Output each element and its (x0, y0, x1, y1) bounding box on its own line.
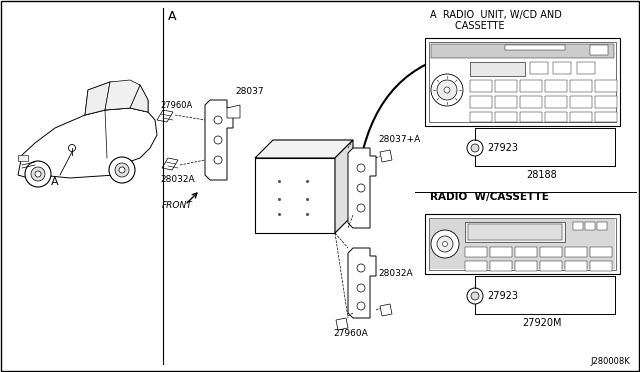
FancyBboxPatch shape (425, 214, 620, 274)
FancyBboxPatch shape (505, 45, 565, 50)
Circle shape (35, 171, 41, 177)
FancyBboxPatch shape (470, 80, 492, 92)
FancyBboxPatch shape (468, 224, 562, 240)
FancyBboxPatch shape (590, 261, 612, 271)
FancyBboxPatch shape (570, 96, 592, 108)
Circle shape (357, 284, 365, 292)
Polygon shape (85, 82, 148, 115)
FancyBboxPatch shape (545, 80, 567, 92)
Polygon shape (348, 248, 376, 318)
FancyBboxPatch shape (570, 80, 592, 92)
FancyBboxPatch shape (495, 112, 517, 122)
Text: 27923: 27923 (487, 143, 518, 153)
Polygon shape (380, 304, 392, 316)
Circle shape (109, 157, 135, 183)
Text: 27923: 27923 (487, 291, 518, 301)
Text: J280008K: J280008K (590, 357, 630, 366)
Circle shape (431, 74, 463, 106)
Circle shape (467, 288, 483, 304)
Polygon shape (348, 148, 376, 228)
Polygon shape (157, 110, 173, 122)
FancyArrowPatch shape (364, 48, 475, 147)
FancyBboxPatch shape (520, 112, 542, 122)
FancyBboxPatch shape (495, 96, 517, 108)
FancyBboxPatch shape (465, 222, 565, 242)
FancyBboxPatch shape (490, 261, 512, 271)
FancyBboxPatch shape (465, 261, 487, 271)
FancyBboxPatch shape (425, 38, 620, 126)
Polygon shape (227, 105, 240, 118)
Text: 28032A: 28032A (378, 269, 413, 278)
FancyBboxPatch shape (545, 96, 567, 108)
FancyBboxPatch shape (429, 42, 616, 122)
FancyBboxPatch shape (540, 247, 562, 257)
Circle shape (357, 204, 365, 212)
Polygon shape (380, 150, 392, 162)
FancyBboxPatch shape (597, 222, 607, 230)
Polygon shape (130, 85, 148, 112)
Circle shape (431, 230, 459, 258)
FancyBboxPatch shape (577, 62, 595, 74)
FancyBboxPatch shape (595, 80, 617, 92)
FancyBboxPatch shape (429, 218, 616, 270)
Text: 28032A: 28032A (160, 175, 195, 184)
Circle shape (437, 80, 457, 100)
FancyBboxPatch shape (470, 112, 492, 122)
Text: RADIO  W/CASSETTE: RADIO W/CASSETTE (430, 192, 549, 202)
Circle shape (357, 164, 365, 172)
Text: CASSETTE: CASSETTE (430, 21, 504, 31)
Circle shape (31, 167, 45, 181)
Circle shape (471, 292, 479, 300)
FancyBboxPatch shape (520, 96, 542, 108)
FancyBboxPatch shape (590, 45, 608, 55)
FancyBboxPatch shape (595, 96, 617, 108)
FancyBboxPatch shape (553, 62, 571, 74)
Text: 27960A: 27960A (160, 101, 192, 110)
Circle shape (357, 264, 365, 272)
Circle shape (467, 140, 483, 156)
Polygon shape (162, 158, 178, 170)
Text: A: A (168, 10, 177, 23)
Polygon shape (85, 82, 110, 115)
FancyBboxPatch shape (515, 261, 537, 271)
Circle shape (444, 87, 450, 93)
FancyBboxPatch shape (18, 155, 28, 161)
Text: A  RADIO  UNIT, W/CD AND: A RADIO UNIT, W/CD AND (430, 10, 562, 20)
FancyBboxPatch shape (490, 247, 512, 257)
Circle shape (214, 156, 222, 164)
FancyBboxPatch shape (570, 112, 592, 122)
FancyBboxPatch shape (465, 247, 487, 257)
Circle shape (214, 116, 222, 124)
Circle shape (357, 184, 365, 192)
Text: A: A (51, 177, 59, 187)
FancyBboxPatch shape (431, 44, 614, 58)
Circle shape (115, 163, 129, 177)
FancyBboxPatch shape (470, 62, 525, 76)
Circle shape (25, 161, 51, 187)
FancyBboxPatch shape (520, 80, 542, 92)
Circle shape (442, 241, 447, 247)
Text: 28037+A: 28037+A (378, 135, 420, 144)
FancyBboxPatch shape (430, 219, 615, 269)
Circle shape (437, 236, 453, 252)
FancyBboxPatch shape (573, 222, 583, 230)
FancyBboxPatch shape (585, 222, 595, 230)
Circle shape (471, 144, 479, 152)
Text: 27920M: 27920M (522, 318, 562, 328)
Polygon shape (205, 100, 233, 180)
Polygon shape (18, 108, 157, 178)
Polygon shape (255, 158, 335, 233)
FancyBboxPatch shape (565, 247, 587, 257)
Polygon shape (336, 318, 348, 330)
Circle shape (214, 136, 222, 144)
FancyBboxPatch shape (545, 112, 567, 122)
Text: 27960A: 27960A (333, 329, 368, 338)
FancyBboxPatch shape (515, 247, 537, 257)
FancyBboxPatch shape (595, 112, 617, 122)
Text: FRONT: FRONT (162, 201, 193, 210)
FancyBboxPatch shape (495, 80, 517, 92)
Text: 28188: 28188 (527, 170, 557, 180)
Polygon shape (105, 80, 140, 110)
FancyBboxPatch shape (470, 96, 492, 108)
